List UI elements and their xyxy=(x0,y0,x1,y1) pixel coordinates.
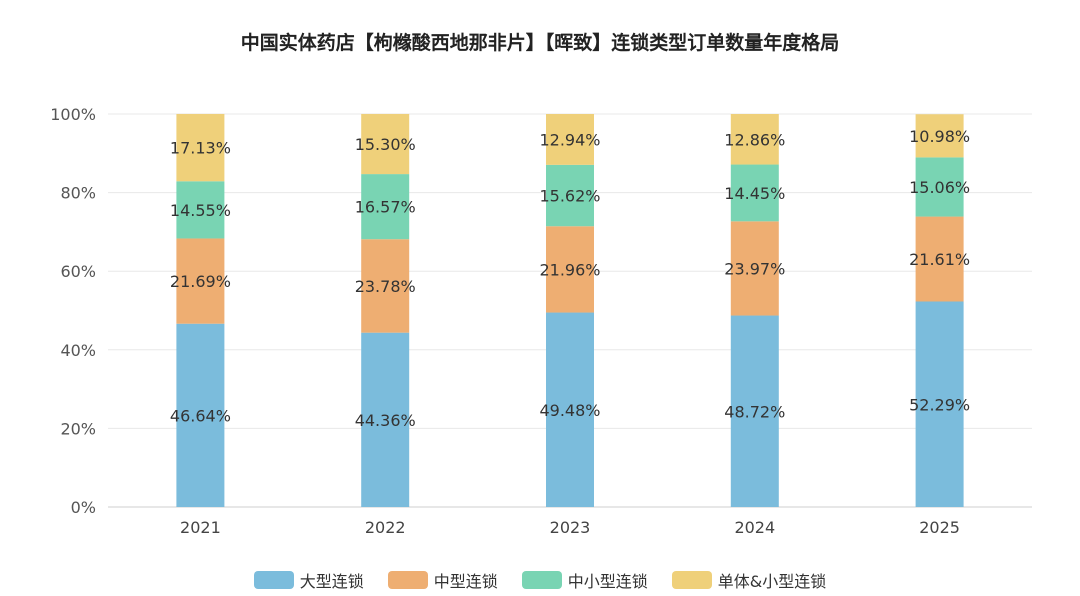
bar-segment xyxy=(361,174,410,240)
bar-segment xyxy=(730,114,779,165)
data-label: 17.13% xyxy=(170,139,231,158)
data-label: 12.86% xyxy=(724,130,785,149)
y-tick-label: 40% xyxy=(60,341,96,360)
x-tick-label: 2023 xyxy=(550,518,591,537)
x-tick-label: 2024 xyxy=(734,518,775,537)
legend-label: 中型连锁 xyxy=(433,572,498,591)
bar-segment xyxy=(546,312,594,507)
bar-segment xyxy=(730,315,779,507)
data-label: 46.64% xyxy=(170,406,231,425)
data-label: 14.45% xyxy=(724,184,785,203)
y-tick-label: 100% xyxy=(50,105,96,124)
legend-swatch xyxy=(521,571,562,589)
data-label: 16.57% xyxy=(355,198,416,217)
x-tick-label: 2022 xyxy=(365,518,406,537)
data-label: 12.94% xyxy=(539,130,600,149)
bar-segment xyxy=(730,164,779,222)
legend: 大型连锁 中型连锁 中小型连锁 单体&小型连锁 xyxy=(0,568,1080,592)
legend-item-single-small-chain[interactable]: 单体&小型连锁 xyxy=(671,568,827,592)
bar-segment xyxy=(176,238,225,324)
data-label: 10.98% xyxy=(909,127,970,146)
y-tick-label: 0% xyxy=(71,498,96,517)
y-tick-label: 60% xyxy=(60,262,96,281)
bar-segment xyxy=(546,164,594,227)
legend-swatch xyxy=(671,571,712,589)
legend-item-large-chain[interactable]: 大型连锁 xyxy=(253,568,364,592)
bar-segment xyxy=(915,301,964,507)
bar-segment xyxy=(361,239,410,333)
legend-label: 大型连锁 xyxy=(299,572,364,591)
data-label: 49.48% xyxy=(539,401,600,420)
data-label: 44.36% xyxy=(355,411,416,430)
data-label: 23.78% xyxy=(355,277,416,296)
y-tick-label: 80% xyxy=(60,184,96,203)
legend-item-medium-chain[interactable]: 中型连锁 xyxy=(387,568,498,592)
data-label: 15.30% xyxy=(355,135,416,154)
x-tick-label: 2025 xyxy=(919,518,960,537)
data-label: 15.62% xyxy=(539,187,600,206)
data-label: 23.97% xyxy=(724,259,785,278)
legend-swatch xyxy=(387,571,428,589)
data-label: 21.96% xyxy=(539,260,600,279)
stacked-bar-chart: 0% 20% 40% 60% 80% 100% 46.64% 21.69% 14.55% 17.1… xyxy=(50,105,1032,537)
data-label: 52.29% xyxy=(909,395,970,414)
bar-segment xyxy=(546,226,594,313)
legend-item-small-medium-chain[interactable]: 中小型连锁 xyxy=(521,568,648,592)
bar-segment xyxy=(176,113,225,182)
x-tick-label: 2021 xyxy=(180,518,221,537)
y-tick-label: 20% xyxy=(60,419,96,438)
bar-segment xyxy=(361,113,410,175)
bar-segment xyxy=(176,181,225,239)
bar-segment xyxy=(730,221,779,316)
bar-segment xyxy=(361,332,410,507)
data-label: 14.55% xyxy=(170,201,231,220)
bar-segment xyxy=(546,114,594,165)
bar-segment xyxy=(915,216,964,302)
data-label: 21.69% xyxy=(170,272,231,291)
bar-segment xyxy=(176,323,225,507)
legend-label: 中小型连锁 xyxy=(567,572,648,591)
data-label: 48.72% xyxy=(724,402,785,421)
legend-label: 单体&小型连锁 xyxy=(717,572,827,591)
data-label: 21.61% xyxy=(909,250,970,269)
data-label: 15.06% xyxy=(909,178,970,197)
bar-segment xyxy=(915,157,964,217)
bar-segment xyxy=(915,114,964,158)
legend-swatch xyxy=(253,571,294,589)
chart-title: 中国实体药店【枸橼酸西地那非片】【晖致】连锁类型订单数量年度格局 xyxy=(240,32,840,54)
